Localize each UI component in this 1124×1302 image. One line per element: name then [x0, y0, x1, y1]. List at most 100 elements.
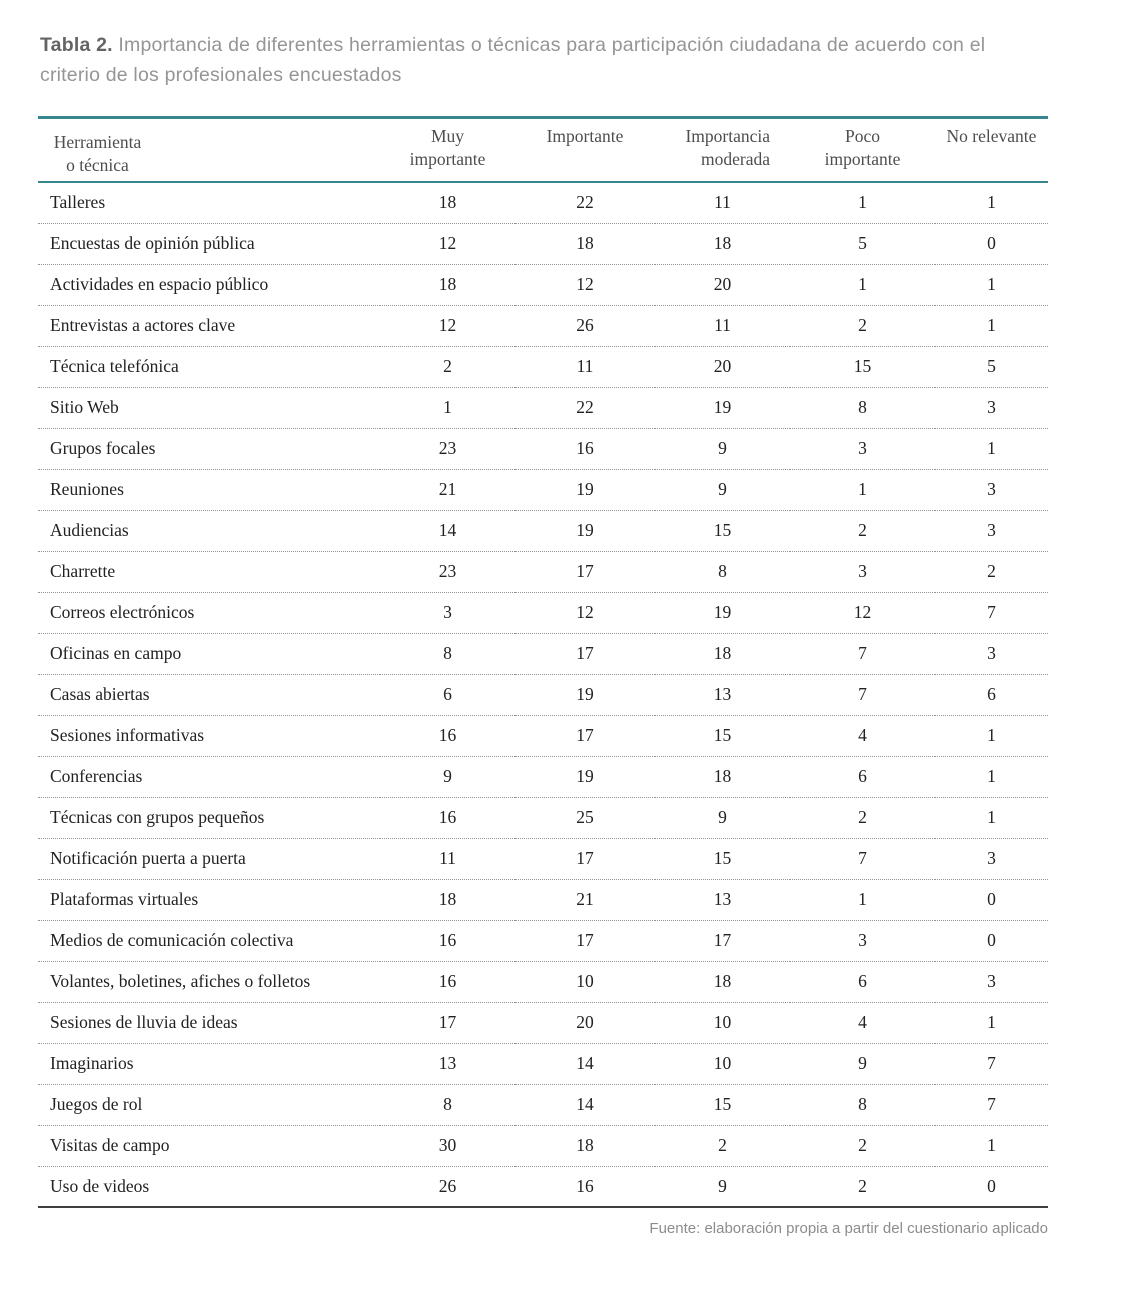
cell-value: 7: [790, 674, 935, 716]
row-label: Uso de videos: [50, 1175, 150, 1196]
cell-value: 1: [790, 182, 935, 224]
row-label: Actividades en espacio público: [38, 264, 380, 306]
table-row: Grupos focales 23 16 9 3 1: [38, 428, 1048, 470]
row-label: Grupos focales: [38, 428, 380, 470]
cell-value: 18: [655, 961, 790, 1003]
cell-value: 19: [515, 674, 655, 716]
cell-value: 4: [790, 1002, 935, 1044]
cell-value: 1: [935, 797, 1048, 839]
table-row: Correos electrónicos 3 12 19 12 7: [38, 592, 1048, 634]
table-row: Entrevistas a actores clave 12 26 11 2 1: [38, 305, 1048, 347]
cell-value: 1: [935, 715, 1048, 757]
cell-value: 15: [655, 1084, 790, 1126]
table-row: Audiencias 14 19 15 2 3: [38, 510, 1048, 552]
cell-value: 14: [380, 510, 515, 552]
cell-value: 1: [935, 182, 1048, 224]
cell-value: 8: [790, 387, 935, 429]
cell-value: 2: [790, 1125, 935, 1167]
table-row: Talleres 18 22 11 1 1: [38, 182, 1048, 224]
cell-value: 3: [790, 551, 935, 593]
row-label: Entrevistas a actores clave: [38, 305, 380, 347]
cell-value: 1: [935, 1002, 1048, 1044]
cell-value: 3: [380, 592, 515, 634]
cell-value: 17: [515, 633, 655, 675]
cell-value: 16: [576, 1175, 594, 1196]
table-row: Visitas de campo 30 18 2 2 1: [38, 1125, 1048, 1167]
cell-value: 14: [515, 1043, 655, 1085]
cell-value: 0: [935, 879, 1048, 921]
table-row: Sitio Web 1 22 19 8 3: [38, 387, 1048, 429]
cell-value: 8: [380, 1084, 515, 1126]
table-row: Encuestas de opinión pública 12 18 18 5 0: [38, 223, 1048, 265]
row-label: Juegos de rol: [38, 1084, 380, 1126]
cell-value: 15: [790, 346, 935, 388]
table-row: Plataformas virtuales 18 21 13 1 0: [38, 879, 1048, 921]
row-label: Audiencias: [38, 510, 380, 552]
cell-value: 22: [515, 182, 655, 224]
cell-value: 9: [718, 1175, 727, 1196]
cell-value: 12: [515, 264, 655, 306]
cell-value: 20: [515, 1002, 655, 1044]
table-row: Técnicas con grupos pequeños 16 25 9 2 1: [38, 797, 1048, 839]
table-caption-text: Importancia de diferentes herramientas o…: [40, 34, 986, 86]
column-header-label: Muy importante: [409, 126, 486, 169]
cell-value: 2: [935, 551, 1048, 593]
cell-value: 16: [515, 428, 655, 470]
cell-value: 1: [935, 305, 1048, 347]
cell-value: 2: [858, 1175, 867, 1196]
cell-value: 16: [380, 797, 515, 839]
cell-value: 0: [935, 223, 1048, 265]
cell-value: 17: [380, 1002, 515, 1044]
table-row: Notificación puerta a puerta 11 17 15 7 3: [38, 838, 1048, 880]
cell-value: 6: [935, 674, 1048, 716]
cell-value: 1: [790, 264, 935, 306]
cell-value: 13: [655, 674, 790, 716]
cell-value: 3: [935, 961, 1048, 1003]
cell-value: 30: [380, 1125, 515, 1167]
row-label: Talleres: [38, 182, 380, 224]
column-header-label: Importante: [546, 126, 624, 146]
cell-value: 17: [515, 920, 655, 962]
cell-value: 11: [655, 305, 790, 347]
table-caption: Tabla 2. Importancia de diferentes herra…: [40, 30, 1040, 90]
table-body: Talleres 18 22 11 1 1 Encuestas de opinión púb…: [38, 182, 1048, 1207]
row-label: Plataformas virtuales: [38, 879, 380, 921]
column-header-muy-importante: Muy importante: [380, 117, 515, 183]
column-header-label: Poco importante: [824, 126, 901, 169]
cell-value: 2: [380, 346, 515, 388]
cell-value: 17: [515, 838, 655, 880]
cell-value: 10: [515, 961, 655, 1003]
cell-value: 9: [380, 756, 515, 798]
cell-value: 1: [935, 756, 1048, 798]
cell-value: 23: [380, 428, 515, 470]
cell-value: 18: [655, 756, 790, 798]
cell-value: 25: [515, 797, 655, 839]
table-row: Volantes, boletines, afiches o folletos 1…: [38, 961, 1048, 1003]
cell-value: 11: [655, 182, 790, 224]
column-header-herramienta: Herramienta o técnica: [38, 117, 380, 183]
cell-value: 21: [380, 469, 515, 511]
cell-value: 19: [515, 756, 655, 798]
column-header-label: No relevante: [946, 126, 1037, 146]
row-label: Conferencias: [38, 756, 380, 798]
cell-value: 13: [380, 1043, 515, 1085]
cell-value: 17: [655, 920, 790, 962]
column-header-poco-importante: Poco importante: [790, 117, 935, 183]
cell-value: 22: [515, 387, 655, 429]
table-row: Uso de videos 26 16 9 2 0: [38, 1166, 1048, 1207]
table-row: Reuniones 21 19 9 1 3: [38, 469, 1048, 511]
cell-value: 18: [380, 182, 515, 224]
cell-value: 13: [655, 879, 790, 921]
table-row: Juegos de rol 8 14 15 8 7: [38, 1084, 1048, 1126]
cell-value: 7: [790, 633, 935, 675]
cell-value: 1: [790, 879, 935, 921]
cell-value: 1: [790, 469, 935, 511]
cell-value: 6: [380, 674, 515, 716]
cell-value: 2: [790, 305, 935, 347]
cell-value: 3: [790, 428, 935, 470]
cell-value: 19: [655, 592, 790, 634]
cell-value: 3: [935, 387, 1048, 429]
cell-value: 7: [790, 838, 935, 880]
row-label: Sitio Web: [38, 387, 380, 429]
